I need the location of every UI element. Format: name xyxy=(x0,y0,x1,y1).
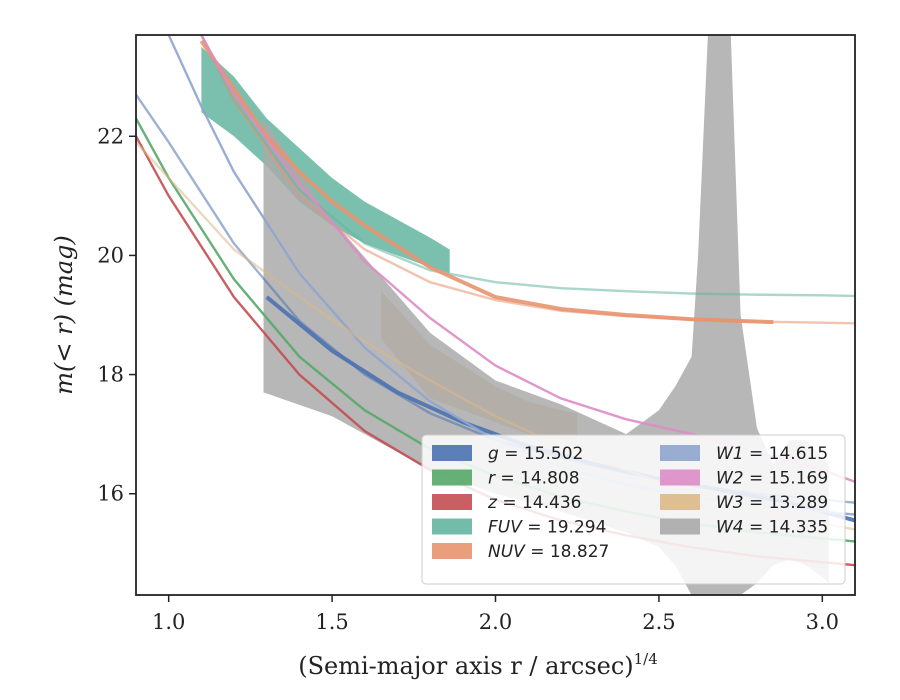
legend-label: W3 = 13.289 xyxy=(716,493,828,513)
y-tick-label: 18 xyxy=(97,363,124,387)
x-tick-label: 3.0 xyxy=(806,610,839,634)
legend-item-z: z = 14.436 xyxy=(432,493,581,513)
legend-label: W4 = 14.335 xyxy=(716,518,828,538)
y-tick-label: 16 xyxy=(97,482,124,506)
legend-item-nuv: NUV = 18.827 xyxy=(432,542,609,562)
x-tick-label: 1.5 xyxy=(315,610,348,634)
legend-label: W2 = 15.169 xyxy=(716,469,828,489)
legend-swatch xyxy=(660,494,700,510)
x-axis: 1.0 1.5 2.0 2.5 3.0 xyxy=(152,595,839,634)
legend-label: r = 14.808 xyxy=(488,469,580,489)
legend-item-g: g = 15.502 xyxy=(432,444,583,464)
legend-label: g = 15.502 xyxy=(488,444,583,464)
legend-swatch xyxy=(660,469,700,486)
legend-swatch xyxy=(660,518,700,535)
legend-item-w1: W1 = 14.615 xyxy=(660,444,828,464)
legend-item-w3: W3 = 13.289 xyxy=(660,493,828,513)
legend-swatch xyxy=(432,445,472,461)
legend-swatch xyxy=(432,494,472,510)
band-fuv xyxy=(201,46,450,274)
legend-box xyxy=(421,434,846,585)
legend-swatch xyxy=(432,469,472,486)
model-line-fuv xyxy=(200,35,855,298)
x-tick-label: 1.0 xyxy=(152,610,185,634)
legend-label: FUV = 19.294 xyxy=(488,518,606,538)
legend-swatch xyxy=(432,518,472,535)
legend-label: z = 14.436 xyxy=(487,493,581,513)
legend-item-r: r = 14.808 xyxy=(432,469,580,489)
y-axis: 16 18 20 22 xyxy=(97,124,136,506)
x-tick-label: 2.5 xyxy=(642,610,675,634)
x-tick-label: 2.0 xyxy=(479,610,512,634)
x-axis-label: (Semi-major axis r / arcsec)1/4 xyxy=(298,650,658,680)
y-tick-label: 20 xyxy=(97,243,124,267)
legend-item-w4: W4 = 14.335 xyxy=(660,518,828,538)
legend-item-fuv: FUV = 19.294 xyxy=(432,518,606,538)
legend-swatch xyxy=(660,445,700,461)
x-axis-label-superscript: 1/4 xyxy=(634,650,658,668)
legend: g = 15.502 r = 14.808 z = 14.436 FUV = 19.2… xyxy=(421,434,846,585)
data-line-nuv xyxy=(199,39,774,325)
y-tick-label: 22 xyxy=(97,124,124,148)
legend-label: NUV = 18.827 xyxy=(488,542,609,562)
legend-item-w2: W2 = 15.169 xyxy=(660,469,828,489)
legend-label: W1 = 14.615 xyxy=(716,444,828,464)
legend-swatch xyxy=(432,543,472,559)
y-axis-label: m(< r) (mag) xyxy=(50,235,78,394)
